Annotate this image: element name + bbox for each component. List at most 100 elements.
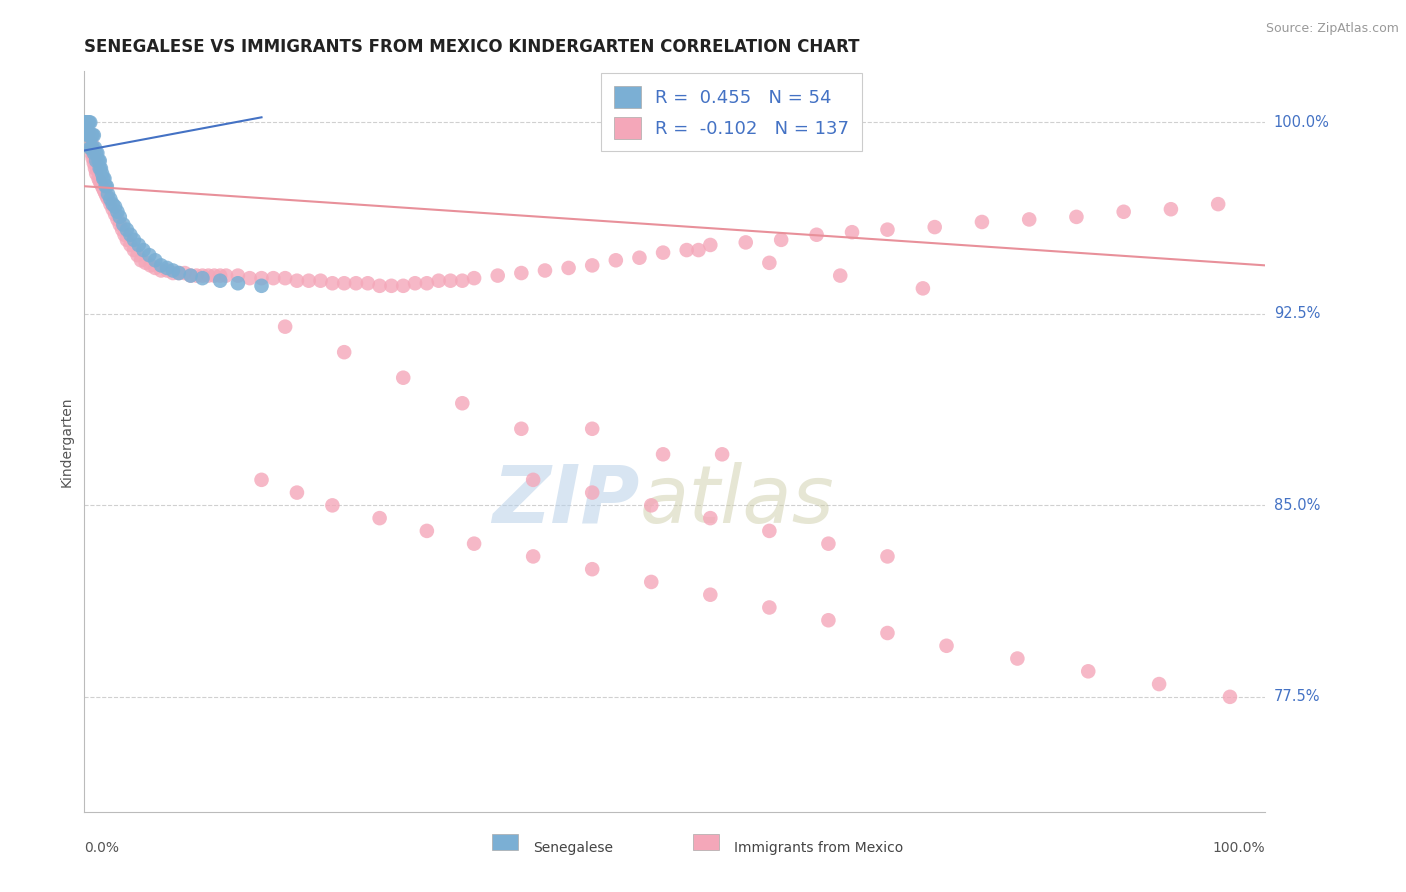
Text: 85.0%: 85.0% — [1274, 498, 1320, 513]
Point — [80, 146, 103, 161]
Point — [86, 161, 108, 176]
Point — [226, 268, 249, 283]
Point — [82, 141, 104, 155]
Point — [652, 245, 675, 260]
Point — [84, 151, 107, 165]
Point — [321, 499, 343, 513]
Point — [534, 263, 557, 277]
Point — [180, 268, 202, 283]
Point — [138, 248, 160, 262]
Point — [250, 473, 273, 487]
Point — [250, 271, 273, 285]
Point — [77, 128, 100, 143]
Point — [186, 268, 208, 283]
Point — [94, 186, 117, 201]
Point — [83, 146, 105, 161]
Point — [226, 277, 249, 291]
Point — [309, 274, 332, 288]
Point — [101, 197, 124, 211]
Point — [129, 253, 152, 268]
Point — [817, 536, 839, 550]
Point — [75, 115, 97, 129]
Point — [91, 179, 114, 194]
Point — [368, 278, 391, 293]
Point — [150, 263, 173, 277]
Point — [1160, 202, 1182, 217]
Point — [96, 179, 118, 194]
Point — [84, 161, 107, 176]
Point — [86, 146, 108, 161]
Point — [75, 115, 97, 129]
Point — [76, 115, 98, 129]
Point — [770, 233, 793, 247]
Point — [380, 278, 402, 293]
Point — [77, 126, 100, 140]
Point — [84, 166, 107, 180]
Point — [83, 146, 105, 161]
Point — [83, 156, 105, 170]
Point — [451, 274, 474, 288]
Point — [98, 192, 121, 206]
Point — [167, 266, 190, 280]
Point — [90, 177, 112, 191]
Point — [77, 126, 100, 140]
Point — [711, 447, 734, 461]
Point — [75, 115, 97, 129]
Point — [96, 189, 118, 203]
Point — [77, 130, 100, 145]
Point — [97, 192, 120, 206]
Text: 92.5%: 92.5% — [1274, 306, 1320, 321]
Point — [82, 141, 104, 155]
Point — [77, 115, 100, 129]
Point — [87, 153, 110, 168]
Point — [699, 588, 721, 602]
Point — [262, 271, 284, 285]
Point — [150, 259, 173, 273]
Point — [688, 243, 710, 257]
Point — [132, 243, 155, 257]
Point — [734, 235, 756, 250]
Point — [451, 396, 474, 410]
Point — [298, 274, 321, 288]
Point — [115, 233, 138, 247]
Point — [108, 218, 131, 232]
Point — [675, 243, 697, 257]
Point — [93, 185, 115, 199]
Point — [935, 639, 957, 653]
Point — [392, 278, 415, 293]
Point — [93, 171, 115, 186]
Point — [79, 130, 101, 145]
Point — [115, 222, 138, 236]
Point — [114, 227, 136, 242]
Text: Immigrants from Mexico: Immigrants from Mexico — [734, 841, 903, 855]
Point — [333, 277, 356, 291]
Text: atlas: atlas — [640, 462, 834, 540]
Point — [112, 218, 135, 232]
Point — [87, 171, 110, 186]
Point — [522, 549, 544, 564]
Point — [98, 197, 121, 211]
Point — [209, 274, 232, 288]
Point — [84, 146, 107, 161]
Point — [173, 266, 195, 280]
Point — [522, 473, 544, 487]
Point — [79, 115, 101, 129]
Point — [357, 277, 380, 291]
Point — [758, 600, 780, 615]
Point — [640, 574, 662, 589]
Point — [107, 212, 129, 227]
Point — [97, 186, 120, 201]
Point — [91, 171, 114, 186]
Point — [80, 128, 103, 143]
Point — [321, 277, 343, 291]
Point — [274, 319, 297, 334]
Point — [101, 202, 124, 217]
Point — [108, 210, 131, 224]
Point — [463, 536, 485, 550]
Point — [1206, 197, 1229, 211]
Point — [180, 268, 202, 283]
Point — [652, 447, 675, 461]
Point — [806, 227, 828, 242]
Point — [77, 128, 100, 143]
Point — [79, 128, 101, 143]
